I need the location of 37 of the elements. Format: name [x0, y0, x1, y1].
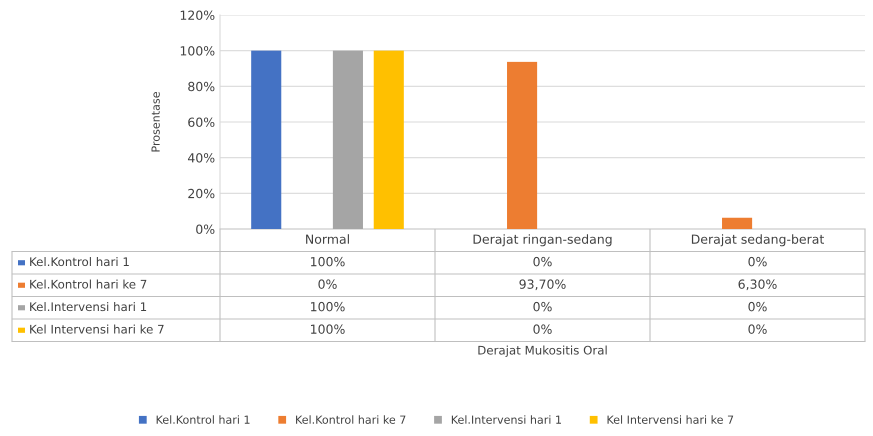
text: Kel.Kontrol hari ke 7: [30, 280, 146, 289]
y-axis-title: Prosentase: [152, 92, 160, 152]
legend-label: Kel.Kontrol hari ke 7: [296, 415, 406, 424]
data-label: 6,30%: [738, 279, 777, 290]
y-tick-label: 20%: [188, 188, 214, 198]
legend-label: Kel Intervensi hari ke 7: [30, 324, 164, 334]
y-tick-label: 40%: [188, 153, 214, 163]
data-label: 0%: [748, 256, 767, 266]
text: Kel.Intervensi hari 1: [452, 415, 561, 424]
bar: [251, 50, 282, 229]
data-label: 100%: [311, 256, 345, 266]
data-label: 0%: [748, 302, 767, 312]
data-label: 93,70%: [519, 279, 566, 290]
text: Kel.Kontrol hari 1: [156, 415, 250, 424]
bar: [507, 62, 538, 229]
data-label: 100%: [311, 302, 345, 312]
data-label: 0%: [533, 302, 552, 312]
y-tick-label: 80%: [188, 82, 214, 92]
data-label: 100%: [311, 324, 345, 334]
y-tick-label: 60%: [188, 117, 214, 127]
data-label: 0%: [533, 324, 552, 334]
bar: [722, 218, 752, 229]
bar: [374, 50, 404, 229]
y-tick-label: 0%: [196, 224, 214, 234]
text: Derajat Mukositis Oral: [478, 346, 607, 357]
legend-label: Kel.Intervensi hari 1: [30, 302, 146, 312]
text: Kel Intervensi hari ke 7: [608, 415, 734, 424]
x-tick-label: Derajat ringan-sedang: [474, 234, 612, 246]
legend-label: Kel.Kontrol hari 1: [30, 257, 129, 266]
data-label: 0%: [533, 256, 552, 266]
x-tick-label: Normal: [306, 234, 349, 244]
data-label: 0%: [318, 279, 337, 289]
bar: [332, 50, 363, 229]
y-tick-label: 120%: [180, 10, 214, 20]
y-tick-label: 100%: [180, 46, 214, 56]
data-label: 0%: [748, 324, 767, 334]
x-tick-label: Derajat sedang-berat: [692, 234, 824, 246]
